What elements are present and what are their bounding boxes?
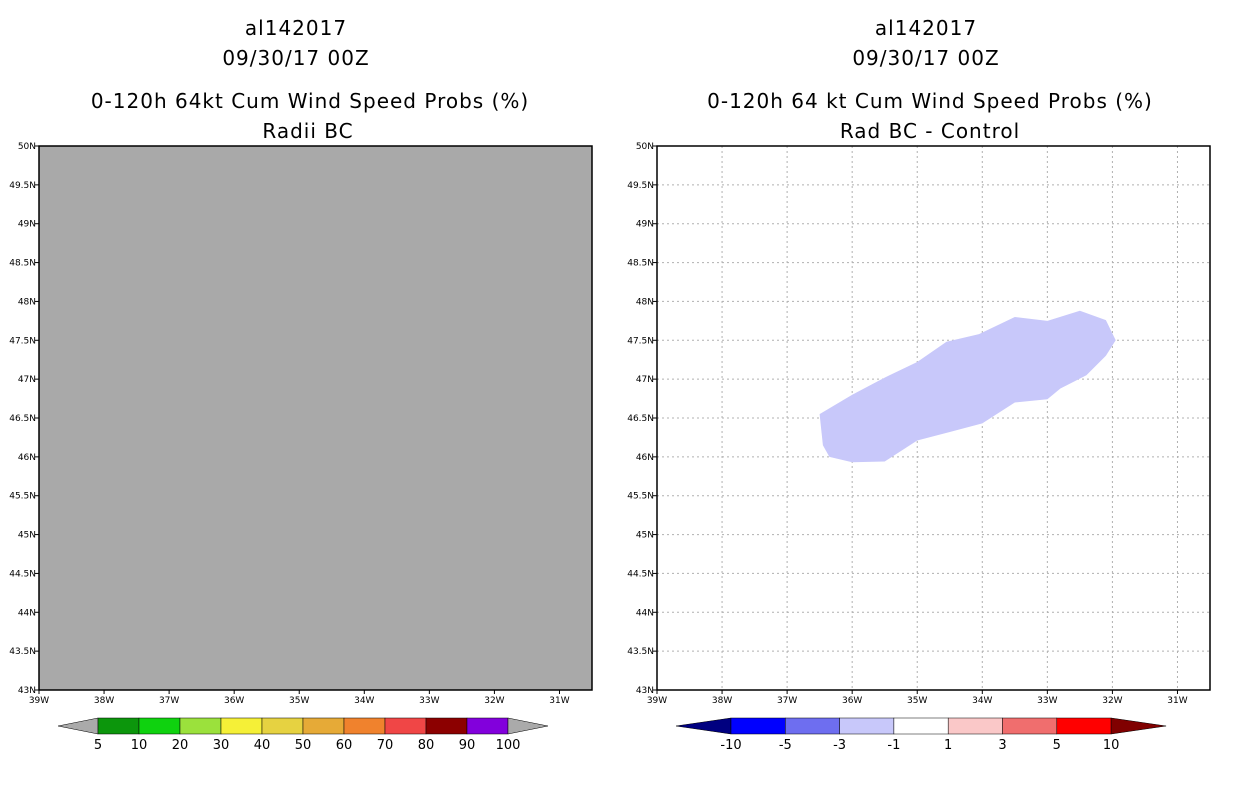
right-x-tick-label: 37W [777,696,797,706]
left-colorbar-box [343,717,386,735]
right-x-tick-label: 31W [1167,696,1187,706]
right-y-tick-label: 47N [636,375,654,385]
left-colorbar-box [302,717,345,735]
right-x-tick-label: 34W [972,696,992,706]
left-y-tick-label: 43.5N [9,647,36,657]
right-y-tick-label: 50N [636,142,654,152]
left-storm-id: al142017 [244,16,348,40]
right-colorbar-box [1002,717,1058,735]
left-colorbar-label: 70 [377,738,394,753]
right-colorbar-label: 1 [944,738,952,753]
right-colorbar-box [839,717,895,735]
left-colorbar-label: 20 [172,738,189,753]
left-colorbar-label: 50 [295,738,312,753]
left-x-tick-label: 34W [354,696,374,706]
right-y-tick-label: 46N [636,453,654,463]
left-colorbar-box [384,717,427,735]
left-y-tick-label: 43N [18,686,36,696]
left-colorbar-label: 90 [459,738,476,753]
left-colorbar-box [97,717,140,735]
right-storm-id: al142017 [874,16,978,40]
left-y-tick-label: 44N [18,608,36,618]
left-y-tick-label: 48.5N [9,259,36,269]
right-y-tick-label: 49.5N [627,181,654,191]
right-x-tick-label: 33W [1037,696,1057,706]
right-y-tick-label: 45.5N [627,492,654,502]
right-y-tick-label: 48N [636,297,654,307]
left-x-tick-label: 35W [289,696,309,706]
right-y-tick-label: 48.5N [627,259,654,269]
left-x-tick-label: 36W [224,696,244,706]
right-colorbar-label: -5 [779,738,792,753]
left-y-tick-label: 49N [18,220,36,230]
right-x-tick-label: 35W [907,696,927,706]
left-colorbar-label: 60 [336,738,353,753]
right-y-tick-label: 47.5N [627,336,654,346]
right-colorbar-label: -1 [887,738,900,753]
right-colorbar-label: 10 [1103,738,1120,753]
left-y-tick-label: 48N [18,297,36,307]
right-colorbar-box [947,717,1003,735]
right-colorbar-box [730,717,786,735]
right-colorbar-box [785,717,840,735]
left-colorbar-label: 40 [254,738,271,753]
right-colorbar-label: -3 [833,738,846,753]
right-y-tick-label: 43N [636,686,654,696]
right-colorbar-label: 3 [998,738,1006,753]
right-y-tick-label: 44.5N [627,569,654,579]
left-y-tick-label: 47N [18,375,36,385]
left-y-tick-label: 44.5N [9,569,36,579]
left-colorbar-box [425,717,468,735]
right-colorbar-box [1056,717,1112,735]
left-y-tick-label: 47.5N [9,336,36,346]
right-x-tick-label: 38W [712,696,732,706]
left-y-tick-label: 49.5N [9,181,36,191]
right-x-tick-label: 36W [842,696,862,706]
left-x-tick-label: 31W [549,696,569,706]
left-colorbar-box [220,717,263,735]
left-y-tick-label: 46N [18,453,36,463]
right-colorbar-label: 5 [1053,738,1061,753]
right-diff-region [819,310,1116,463]
left-colorbar-label: 80 [418,738,435,753]
left-colorbar-high-arrow [507,717,549,735]
left-y-tick-label: 45.5N [9,492,36,502]
right-y-tick-label: 49N [636,220,654,230]
left-y-tick-label: 45N [18,531,36,541]
left-y-tick-label: 46.5N [9,414,36,424]
right-colorbar-label: -10 [720,738,741,753]
left-x-tick-label: 32W [484,696,504,706]
right-colorbar-box [893,717,949,735]
left-colorbar-label: 30 [213,738,230,753]
left-x-tick-label: 33W [419,696,439,706]
left-colorbar-box [466,717,509,735]
left-colorbar-label: 100 [496,738,521,753]
right-colorbar-low-arrow [675,717,732,735]
right-y-tick-label: 43.5N [627,647,654,657]
left-colorbar-box [138,717,181,735]
left-colorbar-label: 10 [131,738,148,753]
right-colorbar-high-arrow [1110,717,1167,735]
left-x-tick-label: 39W [29,696,49,706]
left-y-tick-label: 50N [18,142,36,152]
right-chart-subtitle: Rad BC - Control [839,119,1021,143]
left-colorbar-label: 5 [94,738,102,753]
right-chart-title: 0-120h 64 kt Cum Wind Speed Probs (%) [707,89,1153,113]
right-y-tick-label: 44N [636,608,654,618]
left-chart-subtitle: Radii BC [262,119,354,143]
left-colorbar-box [179,717,222,735]
right-x-tick-label: 39W [647,696,667,706]
left-datetime: 09/30/17 00Z [222,46,370,70]
left-colorbar-low-arrow [57,717,99,735]
right-datetime: 09/30/17 00Z [852,46,1000,70]
left-x-tick-label: 38W [94,696,114,706]
right-y-tick-label: 45N [636,531,654,541]
right-y-tick-label: 46.5N [627,414,654,424]
left-chart-title: 0-120h 64kt Cum Wind Speed Probs (%) [90,89,530,113]
left-x-tick-label: 37W [159,696,179,706]
right-x-tick-label: 32W [1102,696,1122,706]
left-plot-area [39,146,592,690]
left-colorbar-box [261,717,304,735]
